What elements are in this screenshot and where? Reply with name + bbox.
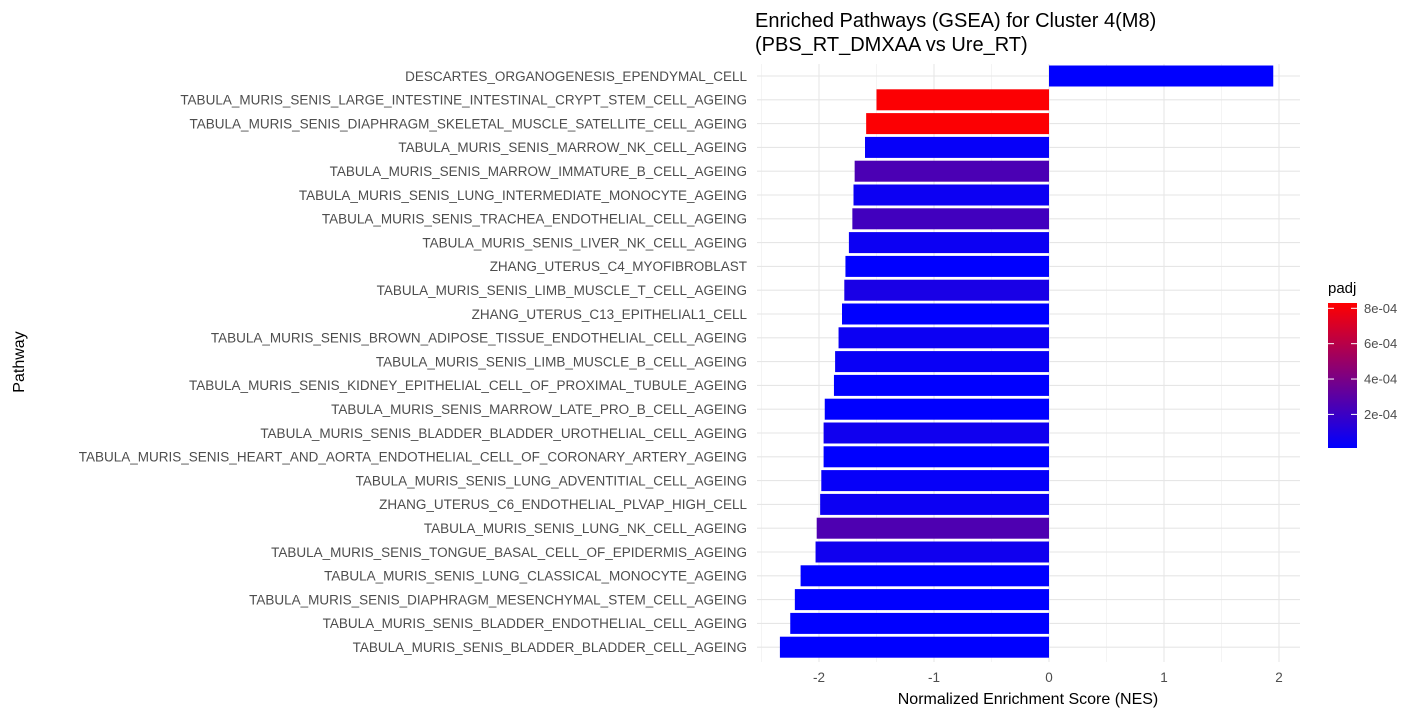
bar (865, 136, 1049, 158)
category-label: TABULA_MURIS_SENIS_LUNG_NK_CELL_AGEING (424, 521, 747, 536)
bar (835, 351, 1049, 373)
category-label: ZHANG_UTERUS_C6_ENDOTHELIAL_PLVAP_HIGH_C… (379, 497, 747, 512)
x-tick-labels: -2 -1 0 1 2 (813, 670, 1283, 685)
legend-tick-label: 6e-04 (1364, 336, 1397, 351)
bar (866, 113, 1049, 135)
category-label: TABULA_MURIS_SENIS_MARROW_IMMATURE_B_CEL… (330, 164, 747, 179)
bar (845, 255, 1049, 277)
category-label: TABULA_MURIS_SENIS_MARROW_NK_CELL_AGEING (398, 140, 747, 155)
category-label: TABULA_MURIS_SENIS_DIAPHRAGM_MESENCHYMAL… (249, 592, 747, 607)
bar (833, 374, 1049, 396)
x-tick-label: 0 (1045, 670, 1053, 685)
bar (848, 232, 1049, 254)
category-label: TABULA_MURIS_SENIS_MARROW_LATE_PRO_B_CEL… (331, 402, 747, 417)
x-tick-label: -2 (813, 670, 825, 685)
bar (821, 470, 1049, 492)
bar (816, 517, 1049, 539)
chart-title: Enriched Pathways (GSEA) for Cluster 4(M… (755, 10, 1156, 56)
category-label: TABULA_MURIS_SENIS_DIAPHRAGM_SKELETAL_MU… (190, 116, 747, 131)
bar (842, 303, 1049, 325)
x-tick-label: 1 (1160, 670, 1168, 685)
category-label: TABULA_MURIS_SENIS_BLADDER_BLADDER_CELL_… (353, 640, 747, 655)
bar (824, 398, 1049, 420)
category-label: TABULA_MURIS_SENIS_LIMB_MUSCLE_B_CELL_AG… (376, 354, 747, 369)
legend-title: padj (1328, 280, 1356, 297)
bar (823, 446, 1049, 468)
bars (779, 65, 1274, 658)
legend-tick-label: 2e-04 (1364, 407, 1397, 422)
bar (876, 89, 1049, 111)
chart-title-line-2: (PBS_RT_DMXAA vs Ure_RT) (755, 34, 1028, 56)
bar (823, 422, 1049, 444)
category-label: TABULA_MURIS_SENIS_TRACHEA_ENDOTHELIAL_C… (322, 212, 747, 227)
category-label: TABULA_MURIS_SENIS_LIVER_NK_CELL_AGEING (422, 235, 747, 250)
category-label: TABULA_MURIS_SENIS_BROWN_ADIPOSE_TISSUE_… (211, 331, 747, 346)
legend-tick-label: 4e-04 (1364, 372, 1397, 387)
category-label: TABULA_MURIS_SENIS_LUNG_ADVENTITIAL_CELL… (356, 473, 747, 488)
category-label: TABULA_MURIS_SENIS_KIDNEY_EPITHELIAL_CEL… (189, 378, 747, 393)
bar (844, 279, 1049, 301)
chart-title-line-1: Enriched Pathways (GSEA) for Cluster 4(M… (755, 10, 1156, 32)
bar (800, 565, 1049, 587)
y-axis-title: Pathway (11, 331, 28, 392)
bar (779, 636, 1049, 658)
color-legend: padj 2e-04 4e-04 6e-04 8e-04 (1328, 280, 1397, 448)
x-tick-label: 2 (1275, 670, 1283, 685)
bar (838, 327, 1049, 349)
legend-colorbar (1328, 303, 1357, 448)
category-label: TABULA_MURIS_SENIS_LUNG_INTERMEDIATE_MON… (299, 188, 747, 203)
category-label: TABULA_MURIS_SENIS_BLADDER_ENDOTHELIAL_C… (323, 616, 747, 631)
bar (815, 541, 1049, 563)
category-label: TABULA_MURIS_SENIS_LIMB_MUSCLE_T_CELL_AG… (377, 283, 747, 298)
category-label: DESCARTES_ORGANOGENESIS_EPENDYMAL_CELL (405, 69, 747, 84)
bar (854, 160, 1049, 182)
bar (794, 589, 1049, 611)
bar (790, 612, 1049, 634)
bar (820, 493, 1049, 515)
category-labels: DESCARTES_ORGANOGENESIS_EPENDYMAL_CELL TA… (79, 69, 748, 655)
bar (853, 184, 1049, 206)
x-tick-label: -1 (928, 670, 940, 685)
category-label: TABULA_MURIS_SENIS_LARGE_INTESTINE_INTES… (180, 93, 747, 108)
x-axis-title: Normalized Enrichment Score (NES) (898, 691, 1159, 708)
category-label: TABULA_MURIS_SENIS_TONGUE_BASAL_CELL_OF_… (271, 545, 747, 560)
category-label: TABULA_MURIS_SENIS_LUNG_CLASSICAL_MONOCY… (324, 569, 747, 584)
legend-tick-label: 8e-04 (1364, 301, 1397, 316)
bar (852, 208, 1049, 230)
category-label: TABULA_MURIS_SENIS_BLADDER_BLADDER_UROTH… (260, 426, 747, 441)
category-label: ZHANG_UTERUS_C13_EPITHELIAL1_CELL (472, 307, 748, 322)
category-label: ZHANG_UTERUS_C4_MYOFIBROBLAST (490, 259, 747, 274)
category-label: TABULA_MURIS_SENIS_HEART_AND_AORTA_ENDOT… (79, 450, 747, 465)
bar (1049, 65, 1274, 87)
